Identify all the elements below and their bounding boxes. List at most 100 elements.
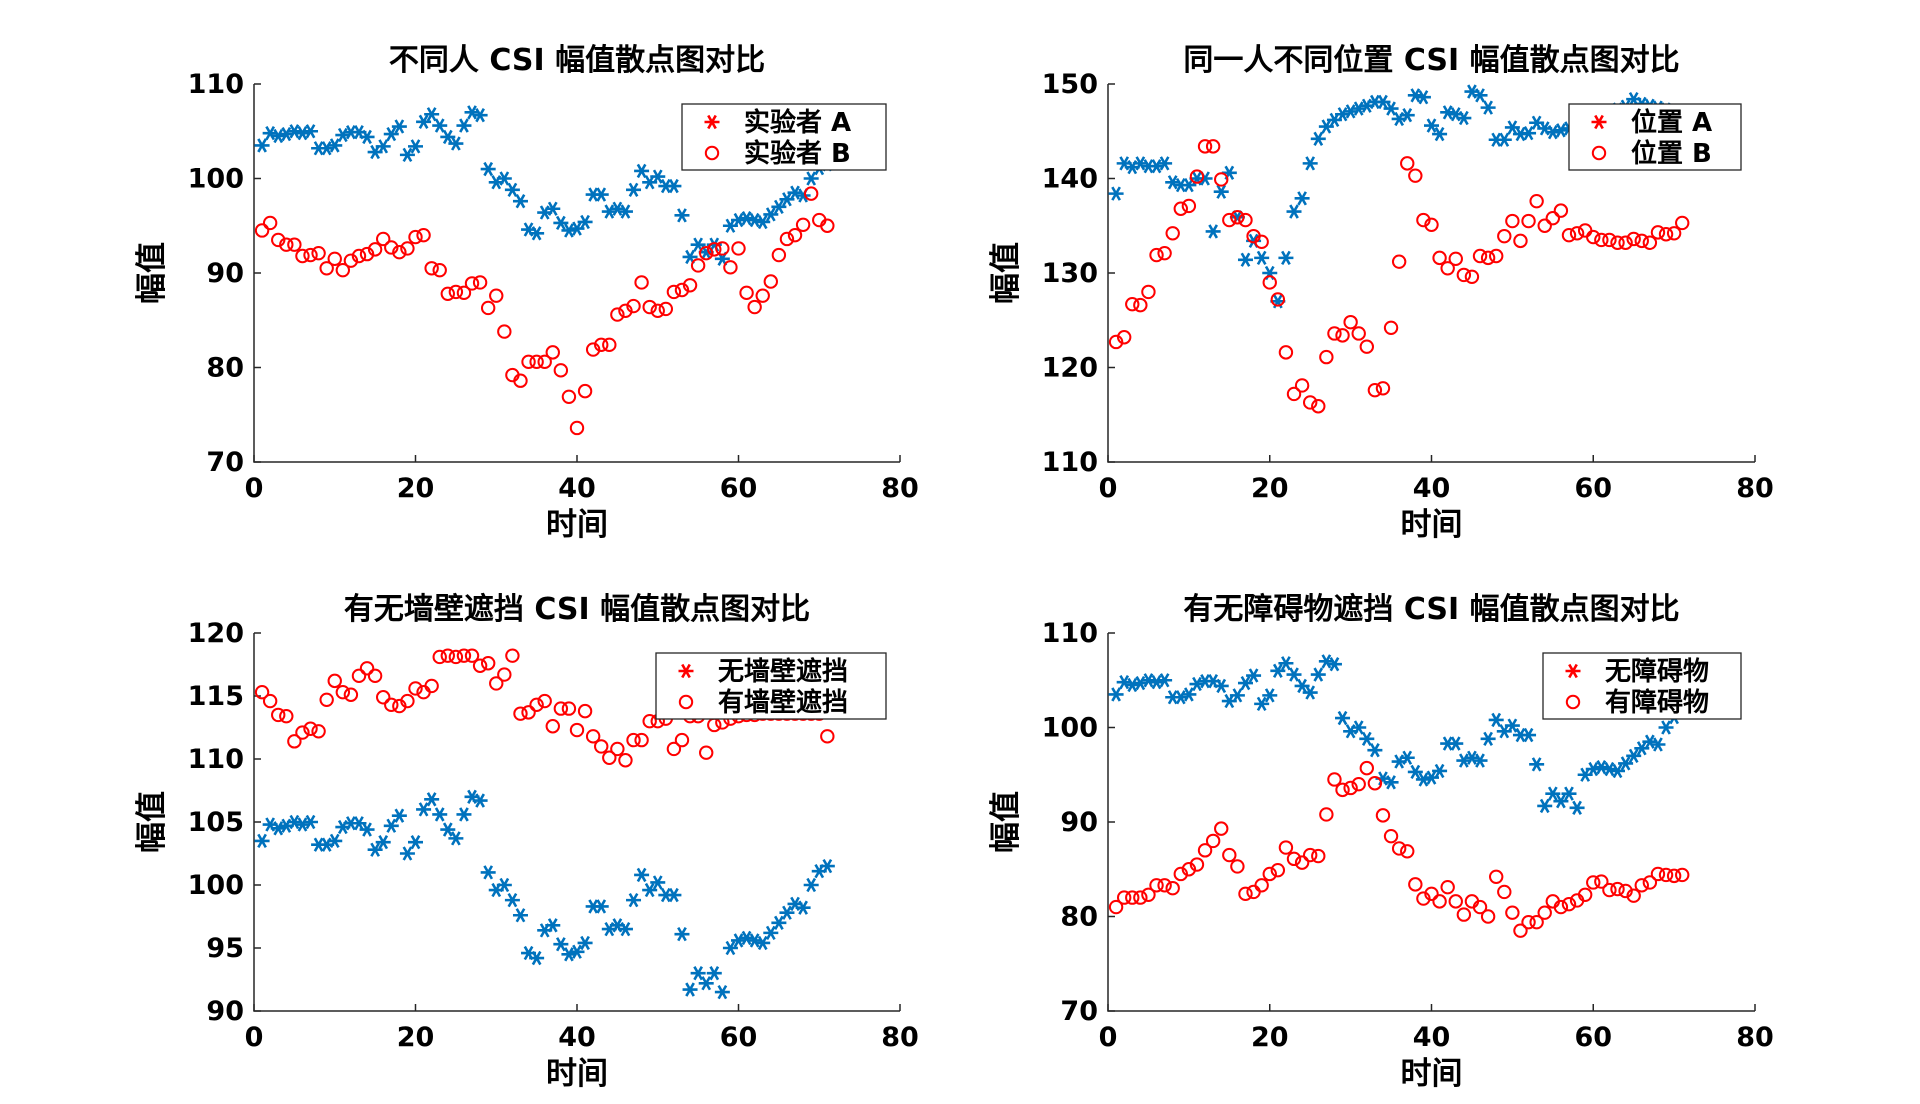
data-point-circle — [359, 661, 375, 676]
x-tick-label: 80 — [881, 473, 919, 504]
data-point-asterisk — [1593, 760, 1609, 775]
series-1 — [254, 789, 835, 1000]
data-point-circle — [1513, 923, 1528, 938]
y-tick-label: 110 — [1042, 618, 1098, 649]
data-point-asterisk — [650, 875, 666, 890]
data-point-asterisk — [674, 208, 690, 223]
data-point-asterisk — [294, 125, 310, 141]
data-point-circle — [295, 248, 310, 264]
legend-marker-circle — [1565, 694, 1581, 710]
data-point-asterisk — [303, 124, 319, 139]
y-tick-label: 90 — [206, 258, 244, 289]
data-point-circle — [763, 274, 778, 289]
data-point-circle — [1270, 862, 1286, 878]
data-point-circle — [1116, 890, 1132, 905]
data-point-circle — [787, 228, 803, 243]
data-point-circle — [1472, 899, 1488, 915]
data-point-asterisk — [1424, 118, 1439, 133]
data-point-asterisk — [303, 814, 319, 830]
data-point-circle — [1351, 326, 1366, 341]
data-point-circle — [1577, 887, 1593, 902]
y-tick-label: 95 — [206, 933, 244, 964]
data-point-circle — [803, 186, 819, 201]
data-point-circle — [610, 307, 625, 322]
data-point-asterisk — [682, 982, 698, 997]
data-point-circle — [1561, 228, 1577, 243]
data-point-circle — [1197, 843, 1213, 858]
data-point-circle — [1456, 267, 1472, 283]
data-point-circle — [682, 278, 698, 293]
data-point-asterisk — [1545, 125, 1561, 140]
data-point-asterisk — [755, 935, 771, 951]
data-point-circle — [747, 299, 762, 315]
data-point-asterisk — [359, 822, 375, 837]
data-point-circle — [1602, 882, 1617, 898]
data-point-circle — [359, 246, 375, 262]
data-point-asterisk — [270, 128, 286, 144]
data-point-asterisk — [1553, 123, 1569, 138]
data-point-asterisk — [391, 119, 407, 134]
data-point-asterisk — [1157, 156, 1173, 171]
data-point-circle — [1108, 899, 1124, 915]
data-point-circle — [553, 363, 569, 378]
data-point-asterisk — [577, 214, 593, 230]
data-point-circle — [1173, 866, 1188, 882]
data-point-asterisk — [779, 905, 795, 920]
y-tick-label: 100 — [188, 870, 244, 901]
data-point-circle — [723, 260, 738, 275]
data-point-circle — [1537, 218, 1552, 233]
data-point-asterisk — [408, 835, 423, 850]
data-point-circle — [351, 248, 367, 264]
data-point-asterisk — [545, 918, 561, 933]
data-point-asterisk — [1480, 731, 1496, 746]
data-point-circle — [271, 707, 286, 723]
data-point-asterisk — [1149, 674, 1165, 690]
y-tick-label: 105 — [188, 807, 244, 838]
data-point-asterisk — [432, 807, 448, 822]
data-point-circle — [489, 288, 504, 303]
data-point-circle — [1286, 851, 1302, 867]
data-point-circle — [1618, 235, 1633, 250]
data-point-asterisk — [739, 930, 755, 946]
data-point-circle — [1189, 857, 1205, 872]
data-point-circle — [1545, 210, 1561, 226]
series-2 — [1108, 139, 1690, 414]
data-point-asterisk — [1488, 712, 1504, 728]
legend-label: 有墙壁遮挡 — [718, 687, 848, 718]
data-point-circle — [1666, 226, 1682, 241]
data-point-asterisk — [359, 129, 375, 145]
data-point-circle — [561, 389, 577, 404]
data-point-circle — [569, 420, 585, 436]
x-tick-label: 60 — [720, 1022, 758, 1053]
data-point-asterisk — [1213, 184, 1229, 199]
legend-marker-asterisk — [1565, 663, 1581, 679]
data-point-asterisk — [1335, 710, 1351, 726]
data-point-asterisk — [327, 833, 343, 849]
x-tick-label: 0 — [1099, 1022, 1118, 1053]
x-tick-label: 20 — [1251, 1022, 1289, 1053]
data-point-circle — [416, 228, 431, 243]
data-point-circle — [1416, 212, 1431, 228]
data-point-asterisk — [706, 966, 722, 981]
y-tick-label: 100 — [188, 164, 244, 195]
data-point-asterisk — [1407, 764, 1423, 780]
data-point-circle — [440, 648, 455, 663]
data-point-circle — [1222, 847, 1237, 863]
data-point-circle — [1594, 232, 1609, 248]
data-point-asterisk — [561, 947, 577, 962]
data-point-asterisk — [399, 846, 415, 861]
y-tick-label: 90 — [1060, 807, 1098, 838]
data-point-asterisk — [569, 944, 585, 959]
data-point-circle — [319, 692, 334, 707]
data-point-asterisk — [650, 169, 666, 184]
data-point-asterisk — [512, 908, 528, 923]
data-point-asterisk — [480, 865, 496, 880]
data-point-asterisk — [529, 226, 545, 241]
data-point-circle — [254, 223, 270, 238]
data-point-circle — [1448, 251, 1463, 267]
data-point-circle — [1294, 855, 1310, 870]
data-point-asterisk — [553, 215, 569, 231]
data-point-circle — [755, 288, 770, 303]
